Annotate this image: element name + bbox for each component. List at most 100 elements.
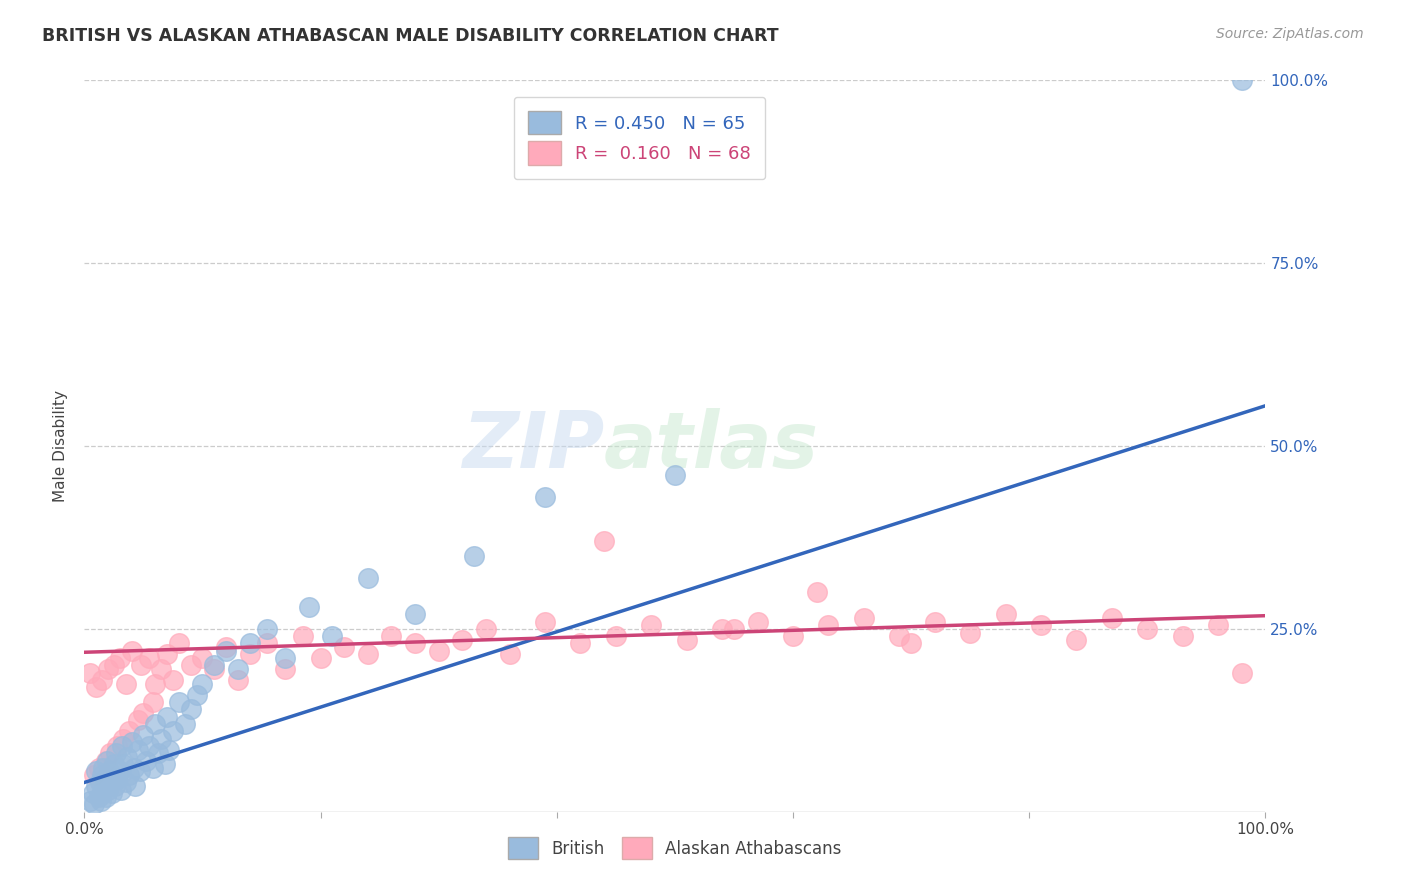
Point [91,768,114,782]
Point [1101,611,1123,625]
Legend: British, Alaskan Athabascans: British, Alaskan Athabascans [502,830,848,865]
Point [128,764,150,779]
Point [534,490,557,504]
Point [226,673,249,687]
Point [924,615,946,629]
Point [167,636,190,650]
Point [111,739,134,753]
Point [138,651,160,665]
Point [723,622,745,636]
Point [994,607,1017,622]
Point [180,658,202,673]
Point [83,768,105,782]
Point [112,731,135,746]
Point [900,636,922,650]
Point [132,728,155,742]
Point [298,599,321,614]
Point [108,651,131,665]
Text: atlas: atlas [605,408,820,484]
Point [498,648,520,662]
Point [1206,618,1229,632]
Point [239,648,262,662]
Point [127,714,149,728]
Point [112,757,135,772]
Point [97,782,120,797]
Text: Source: ZipAtlas.com: Source: ZipAtlas.com [1216,27,1364,41]
Point [173,717,195,731]
Point [89,775,111,789]
Point [98,775,121,789]
Point [333,640,356,655]
Point [747,615,769,629]
Point [98,764,121,779]
Point [84,681,107,695]
Point [118,724,141,739]
Point [156,648,179,662]
Text: ZIP: ZIP [461,408,605,484]
Point [91,673,114,687]
Point [162,724,184,739]
Point [121,644,143,658]
Point [107,772,129,786]
Point [143,717,166,731]
Point [664,468,686,483]
Point [357,571,380,585]
Point [191,676,214,690]
Point [91,787,114,801]
Point [463,549,485,563]
Point [118,768,141,782]
Point [711,622,734,636]
Point [427,644,450,658]
Point [1230,73,1253,87]
Point [110,782,132,797]
Point [105,746,128,760]
Point [124,779,146,793]
Point [782,629,804,643]
Point [91,761,114,775]
Point [215,644,238,658]
Point [87,761,110,775]
Point [143,676,166,690]
Point [132,706,155,720]
Point [215,640,238,655]
Point [115,749,138,764]
Point [114,775,136,789]
Point [94,790,117,805]
Point [256,622,278,636]
Point [103,757,125,772]
Point [357,648,380,662]
Point [107,739,129,753]
Point [475,622,498,636]
Point [1066,632,1088,647]
Point [96,754,118,768]
Point [135,754,157,768]
Point [239,636,262,650]
Point [202,662,225,676]
Point [291,629,314,643]
Point [90,794,112,808]
Point [1171,629,1194,643]
Point [593,534,616,549]
Point [100,787,122,801]
Point [150,662,173,676]
Point [79,665,101,680]
Point [104,779,127,793]
Point [142,761,165,775]
Point [108,764,131,779]
Point [202,658,225,673]
Point [1136,622,1159,636]
Point [1230,665,1253,680]
Point [138,739,160,753]
Point [122,761,145,775]
Point [84,764,107,779]
Point [142,695,165,709]
Point [103,658,125,673]
Point [129,658,152,673]
Point [180,702,202,716]
Point [97,662,120,676]
Point [675,632,697,647]
Point [569,636,592,650]
Y-axis label: Male Disability: Male Disability [53,390,69,502]
Point [83,797,105,812]
Point [274,662,297,676]
